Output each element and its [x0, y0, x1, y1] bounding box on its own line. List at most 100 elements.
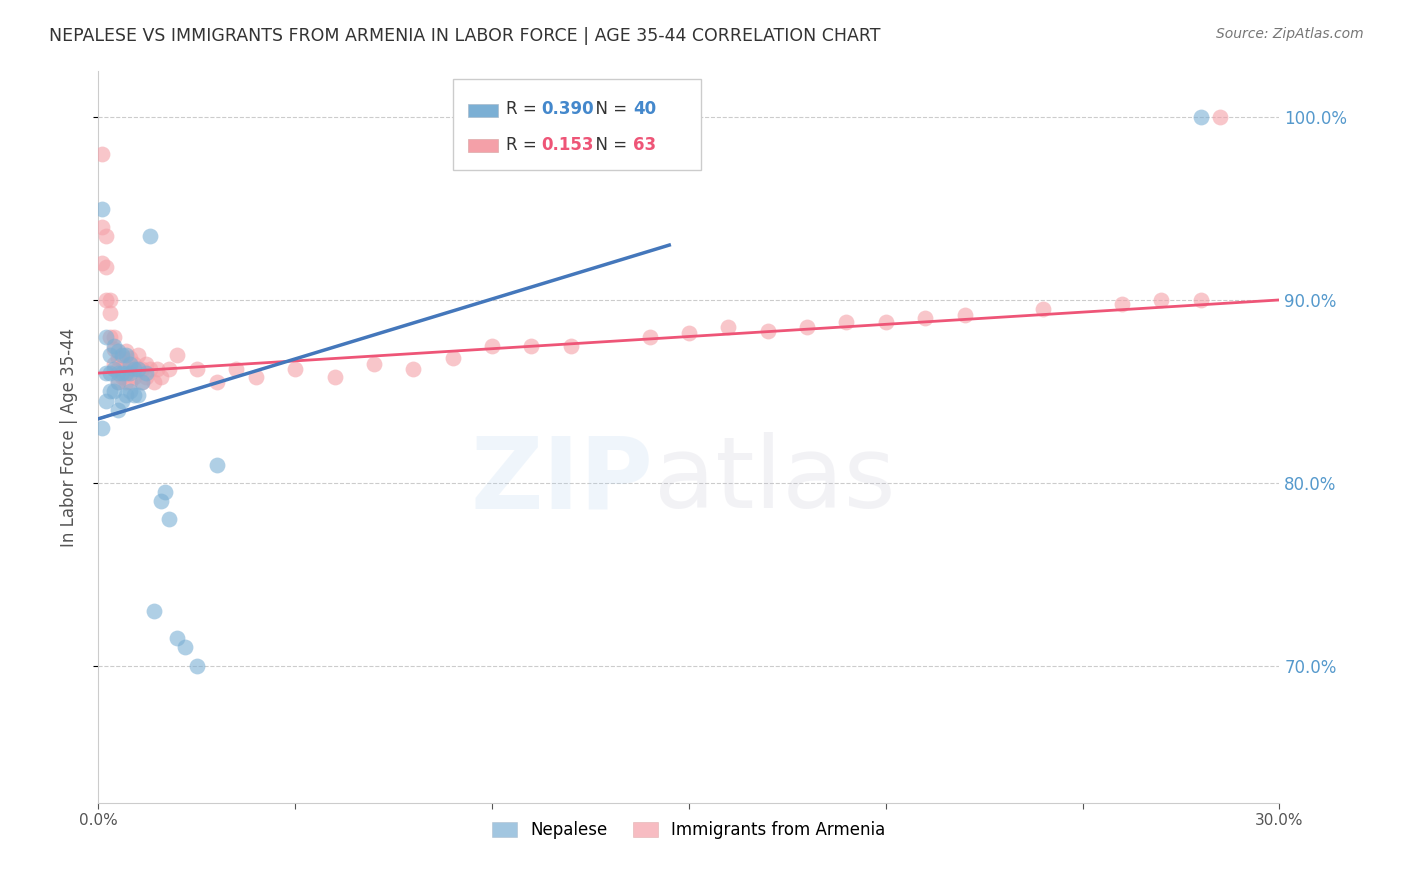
Point: [118, 384, 141, 399]
Point: [118, 366, 141, 380]
Point: [98, 384, 121, 399]
Text: N =: N =: [585, 101, 633, 119]
Text: N =: N =: [585, 136, 633, 153]
Point: [122, 388, 145, 402]
Point: [96, 260, 118, 274]
Point: [96, 228, 118, 243]
Point: [103, 343, 125, 357]
Point: [115, 366, 138, 380]
Point: [481, 338, 503, 352]
Point: [122, 369, 145, 384]
Point: [96, 329, 118, 343]
Point: [205, 458, 228, 472]
Point: [1150, 293, 1173, 307]
Point: [157, 362, 180, 376]
Point: [98, 306, 121, 320]
Point: [107, 366, 129, 380]
Point: [107, 402, 129, 417]
Point: [131, 375, 153, 389]
Point: [103, 362, 125, 376]
Point: [127, 362, 149, 376]
Point: [107, 375, 129, 389]
Point: [115, 388, 138, 402]
Point: [155, 484, 177, 499]
Point: [142, 375, 165, 389]
Point: [135, 369, 157, 384]
Point: [284, 362, 307, 376]
Point: [717, 320, 740, 334]
Point: [118, 375, 141, 389]
Point: [323, 369, 346, 384]
Point: [122, 362, 145, 376]
Point: [103, 357, 125, 371]
Point: [91, 256, 114, 270]
Point: [166, 631, 188, 645]
Legend: Nepalese, Immigrants from Armenia: Nepalese, Immigrants from Armenia: [485, 814, 893, 846]
Point: [166, 348, 188, 362]
Point: [107, 362, 129, 376]
Point: [111, 351, 134, 366]
Point: [1032, 301, 1054, 316]
Point: [150, 369, 173, 384]
Point: [91, 202, 114, 216]
Point: [91, 421, 114, 435]
Point: [186, 658, 208, 673]
Text: 0.390: 0.390: [541, 101, 593, 119]
Point: [1189, 110, 1212, 124]
Point: [96, 366, 118, 380]
Point: [96, 393, 118, 408]
Point: [205, 375, 228, 389]
Text: atlas: atlas: [654, 433, 896, 530]
Point: [115, 375, 138, 389]
Point: [225, 362, 247, 376]
Point: [174, 640, 197, 655]
Point: [756, 324, 779, 338]
Point: [118, 362, 141, 376]
Point: [1189, 293, 1212, 307]
Point: [796, 320, 818, 334]
Point: [1111, 296, 1133, 310]
Text: NEPALESE VS IMMIGRANTS FROM ARMENIA IN LABOR FORCE | AGE 35-44 CORRELATION CHART: NEPALESE VS IMMIGRANTS FROM ARMENIA IN L…: [49, 27, 880, 45]
Point: [91, 219, 114, 234]
Point: [146, 362, 169, 376]
Point: [91, 146, 114, 161]
FancyBboxPatch shape: [468, 138, 498, 152]
Point: [638, 329, 661, 343]
Point: [98, 329, 121, 343]
Point: [111, 366, 134, 380]
Text: 40: 40: [634, 101, 657, 119]
Point: [118, 351, 141, 366]
Point: [111, 393, 134, 408]
Point: [1209, 110, 1232, 124]
Point: [103, 329, 125, 343]
Y-axis label: In Labor Force | Age 35-44: In Labor Force | Age 35-44: [59, 327, 77, 547]
Point: [520, 338, 543, 352]
Point: [127, 348, 149, 362]
Point: [363, 357, 385, 371]
Point: [953, 308, 976, 322]
Point: [98, 293, 121, 307]
FancyBboxPatch shape: [468, 103, 498, 117]
Point: [111, 369, 134, 384]
Point: [115, 348, 138, 362]
Point: [402, 362, 425, 376]
Point: [122, 357, 145, 371]
Point: [142, 604, 165, 618]
Text: 63: 63: [634, 136, 657, 153]
Point: [98, 366, 121, 380]
Point: [560, 338, 582, 352]
Point: [441, 351, 464, 366]
Point: [115, 359, 138, 373]
Point: [107, 344, 129, 359]
Point: [135, 357, 157, 371]
FancyBboxPatch shape: [453, 78, 700, 170]
Point: [96, 293, 118, 307]
Point: [186, 362, 208, 376]
Point: [678, 326, 700, 340]
Text: R =: R =: [506, 101, 541, 119]
Point: [107, 375, 129, 389]
Point: [111, 348, 134, 362]
Text: ZIP: ZIP: [471, 433, 654, 530]
Point: [98, 348, 121, 362]
Point: [115, 344, 138, 359]
